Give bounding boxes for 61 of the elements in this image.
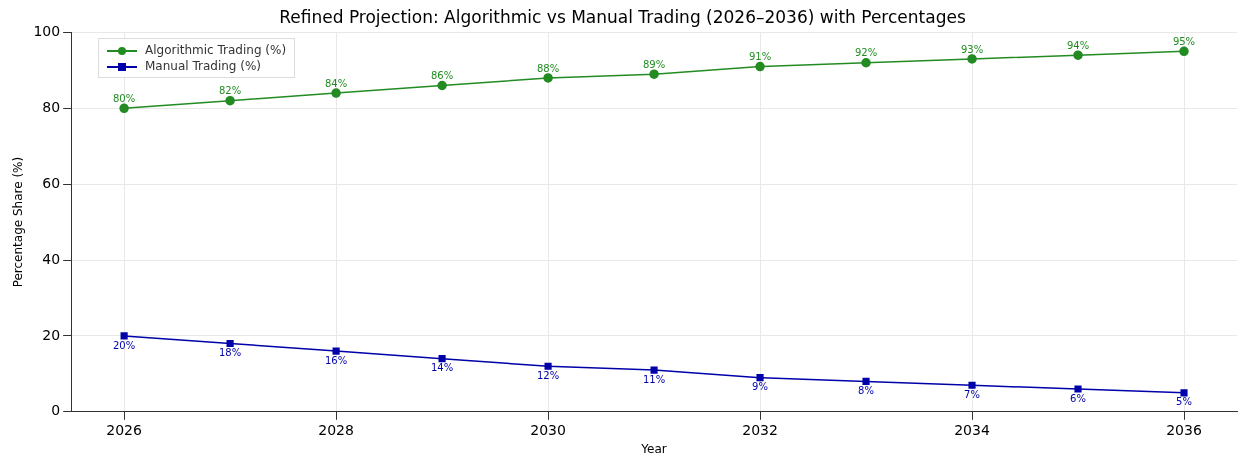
data-label: 20% (113, 339, 136, 351)
data-label: 89% (642, 58, 666, 70)
point (1180, 389, 1188, 397)
data-label: 8% (858, 385, 874, 397)
x-tick-label: 2030 (530, 421, 566, 438)
y-axis-title: Percentage Share (%) (11, 156, 26, 288)
x-tick-label: 2028 (318, 421, 354, 438)
x-tick-label: 2032 (742, 421, 778, 438)
point (649, 69, 659, 79)
point (120, 332, 128, 340)
point (225, 95, 235, 106)
point (756, 374, 764, 382)
point (968, 381, 976, 389)
data-label: 80% (113, 92, 136, 104)
x-tick-label: 2036 (1166, 421, 1202, 438)
point (331, 88, 341, 98)
point (437, 80, 447, 91)
data-label: 7% (964, 388, 980, 400)
legend-label: Algorithmic Trading (%) (145, 43, 287, 57)
data-label: 95% (1172, 35, 1196, 47)
data-label: 94% (1066, 39, 1090, 51)
point (861, 58, 871, 68)
point (1073, 50, 1083, 60)
y-tick-label: 100 (33, 23, 61, 40)
y-tick-label: 80 (42, 98, 61, 115)
point (119, 103, 129, 114)
data-label: 91% (748, 51, 772, 63)
data-label: 11% (642, 373, 666, 385)
data-label: 82% (218, 85, 242, 97)
x-tick-label: 2034 (954, 421, 990, 438)
x-axis-title: Year (640, 441, 667, 456)
point (862, 377, 870, 386)
point (967, 54, 977, 64)
y-tick-label: 60 (42, 174, 61, 191)
point (544, 362, 552, 370)
point (438, 355, 446, 363)
point (543, 73, 553, 83)
point (1074, 385, 1082, 393)
data-label: 93% (960, 43, 984, 55)
data-label: 16% (324, 354, 348, 366)
y-tick-label: 0 (51, 402, 61, 419)
legend-label: Manual Trading (%) (145, 59, 262, 73)
x-tick-label: 2026 (106, 421, 143, 438)
point (226, 339, 234, 348)
point (650, 366, 658, 374)
data-label: 92% (854, 47, 878, 59)
data-label: 9% (752, 381, 768, 393)
y-tick-label: 40 (42, 250, 61, 267)
data-label: 5% (1176, 396, 1192, 408)
chart-title: Refined Projection: Algorithmic vs Manual Trading (2026–2036) with Percentages (279, 6, 966, 27)
data-label: 18% (218, 347, 242, 359)
point (755, 61, 765, 72)
point (332, 347, 340, 355)
data-label: 88% (536, 62, 560, 74)
data-label: 86% (430, 70, 454, 82)
data-label: 14% (430, 362, 454, 374)
data-label: 84% (324, 77, 348, 89)
point (1179, 46, 1189, 57)
data-label: 12% (536, 369, 560, 381)
y-tick-label: 20 (42, 326, 61, 343)
data-label: 6% (1070, 392, 1086, 404)
